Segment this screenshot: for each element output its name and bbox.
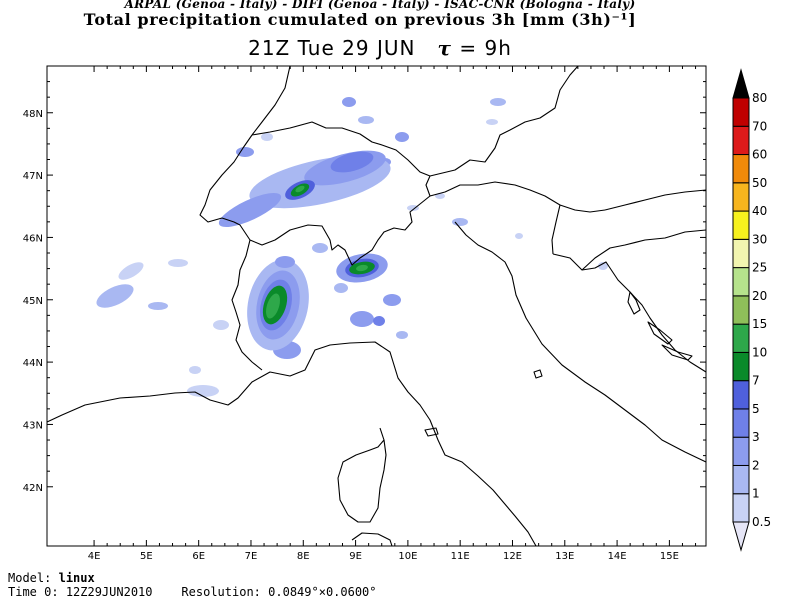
footer-time0-label: Time 0: (8, 585, 59, 599)
tau-value: = 9h (459, 36, 512, 60)
colorbar-label: 15 (752, 317, 767, 331)
footer-model: Model: linux (8, 571, 95, 585)
colorbar-label: 2 (752, 458, 760, 472)
colorbar-box (732, 408, 750, 438)
lon-tick-label: 10E (398, 551, 417, 562)
valid-time-label: 21Z Tue 29 JUN (248, 36, 416, 60)
lat-tick-label: 44N (23, 358, 43, 369)
coastlines-and-borders (46, 65, 707, 547)
colorbar-box (732, 380, 750, 410)
colorbar-box (732, 464, 750, 495)
lon-tick-label: 13E (555, 551, 574, 562)
valid-time: 21Z Tue 29 JUN τ = 9h (0, 36, 760, 60)
colorbar-label: 3 (752, 430, 760, 444)
latitude-axis: 48N 47N 46N 45N 44N 43N 42N (23, 81, 706, 494)
colorbar-label: 60 (752, 148, 767, 162)
lon-tick-label: 8E (297, 551, 310, 562)
colorbar-box (732, 125, 750, 156)
lat-tick-label: 48N (23, 109, 43, 120)
colorbar-label: 1 (752, 487, 760, 501)
lat-tick-label: 42N (23, 483, 43, 494)
footer-resolution-label: Resolution: (181, 585, 261, 599)
lat-tick-label: 43N (23, 420, 43, 431)
colorbar-box (732, 238, 750, 269)
colorbar-upper-triangle (732, 68, 750, 99)
footer-time0: Time 0: 12Z29JUN2010 Resolution: 0.0849°… (8, 585, 377, 599)
colorbar-label: 50 (752, 176, 767, 190)
colorbar-label: 7 (752, 374, 760, 388)
lon-tick-label: 6E (192, 551, 205, 562)
lon-tick-label: 7E (245, 551, 258, 562)
footer-resolution-value: 0.0849°×0.0600° (268, 585, 377, 599)
colorbar-label: 70 (752, 119, 767, 133)
colorbar-box (732, 182, 750, 212)
colorbar-box (732, 154, 750, 184)
lon-tick-label: 4E (88, 551, 101, 562)
colorbar-label: 5 (752, 402, 760, 416)
footer-time0-value: 12Z29JUN2010 (65, 585, 153, 599)
lon-tick-label: 5E (140, 551, 153, 562)
colorbar-label: 10 (752, 345, 767, 359)
lat-tick-label: 46N (23, 233, 43, 244)
footer-model-label: Model: (8, 571, 52, 585)
precipitation-field (96, 97, 608, 397)
colorbar-label: 40 (752, 204, 767, 218)
colorbar-label: 0.5 (752, 515, 771, 529)
colorbar-box (732, 210, 750, 240)
colorbar-box (732, 295, 750, 325)
tau-symbol: τ (437, 36, 452, 60)
colorbar: 0.5 1 2 3 5 7 10 15 20 25 30 40 50 60 70 80 (732, 68, 771, 552)
colorbar-label: 80 (752, 91, 767, 105)
longitude-axis: 4E 5E 6E 7E 8E 9E 10E 11E 12E 13E 14E 15E (88, 66, 697, 562)
lon-tick-label: 15E (660, 551, 679, 562)
colorbar-box (732, 267, 750, 297)
colorbar-label: 30 (752, 232, 767, 246)
header-credits: ARPAL (Genoa - Italy) - DIFI (Genoa - It… (124, 0, 636, 11)
colorbar-label: 25 (752, 261, 767, 275)
lon-tick-label: 11E (451, 551, 470, 562)
lon-tick-label: 9E (349, 551, 362, 562)
colorbar-box (732, 436, 750, 466)
map-title: Total precipitation cumulated on previou… (83, 10, 637, 29)
lat-tick-label: 45N (23, 296, 43, 307)
map-frame (46, 65, 707, 547)
colorbar-box (732, 97, 750, 127)
footer-model-value: linux (58, 571, 95, 585)
colorbar-box (732, 493, 750, 523)
colorbar-lower-triangle (732, 521, 750, 552)
colorbar-label: 20 (752, 289, 767, 303)
colorbar-box (732, 351, 750, 382)
lon-tick-label: 14E (608, 551, 627, 562)
lon-tick-label: 12E (503, 551, 522, 562)
colorbar-box (732, 323, 750, 353)
lat-tick-label: 47N (23, 171, 43, 182)
